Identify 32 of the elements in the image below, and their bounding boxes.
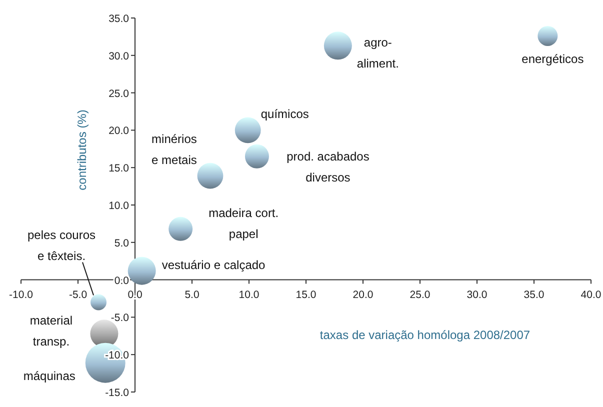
x-tick-label: 20.0 [352,288,374,301]
x-tick-label: 35.0 [524,288,544,301]
annotation: vestuário e calçado [162,258,266,272]
y-tick-label: 30.0 [108,50,130,62]
annotation: energéticos [522,52,584,66]
y-tick-label: 10.0 [108,200,130,212]
y-tick-label: 25.0 [108,88,130,100]
annotation: químicos [260,107,309,122]
y-tick-label: -10.0 [105,350,130,362]
y-tick-label: -15.0 [105,387,130,399]
annotation: prod. acabados diversos [286,149,370,184]
x-tick-label: 10.0 [238,288,260,301]
x-tick-label: 30.0 [466,288,488,301]
annotation: minérios e metais [152,132,197,167]
x-tick-label: 5.0 [184,288,200,301]
y-tick-label: 20.0 [108,125,130,138]
x-tick-label: 15.0 [296,288,316,301]
annotation: madeira cort. papel [208,206,279,241]
annotation: máquinas [23,368,76,383]
y-tick-label: 35.0 [108,13,130,25]
annotation: agro- aliment. [356,36,399,71]
y-tick-label: -5.0 [110,312,130,324]
annotation: material transp. [30,314,73,349]
x-tick-label: -5.0 [68,288,88,301]
y-axis-title: contributos (%) [75,110,89,190]
y-tick-label: 5.0 [114,237,130,250]
annotation: peles couros e têxteis. [27,228,96,264]
x-tick-label: 25.0 [410,288,430,301]
x-tick-label: -10.0 [9,288,34,301]
x-axis-title: taxas de variação homóloga 2008/2007 [320,328,530,342]
x-tick-label: 40.0 [580,288,602,301]
y-tick-label: 15.0 [108,162,130,175]
